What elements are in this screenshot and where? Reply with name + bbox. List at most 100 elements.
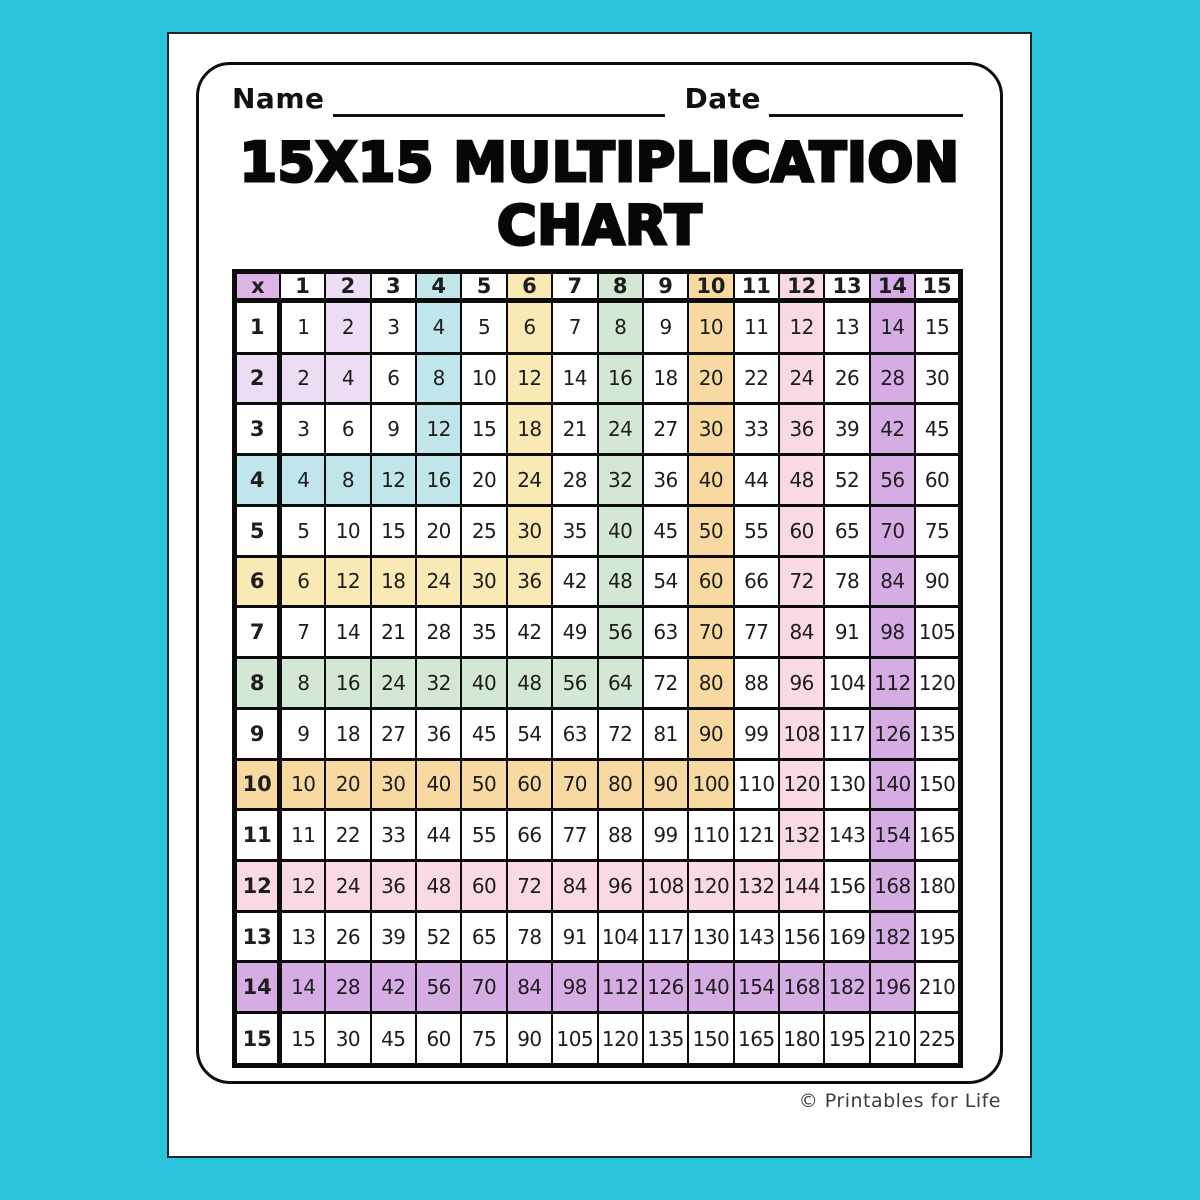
product-cell-1x5: 5 — [460, 299, 508, 355]
product-cell-15x4: 60 — [414, 1011, 463, 1067]
product-cell-13x2: 26 — [324, 909, 372, 964]
product-cell-4x12: 48 — [777, 453, 826, 507]
product-cell-6x9: 54 — [641, 554, 690, 609]
product-cell-1x11: 11 — [732, 299, 781, 355]
product-cell-12x11: 132 — [732, 858, 781, 913]
product-cell-10x14: 140 — [868, 757, 917, 812]
product-cell-8x2: 16 — [324, 656, 372, 710]
product-cell-11x12: 132 — [777, 808, 826, 862]
product-cell-15x1: 15 — [278, 1011, 327, 1067]
row-header-2: 2 — [233, 351, 283, 406]
product-cell-7x6: 42 — [505, 605, 554, 660]
product-cell-8x9: 72 — [641, 656, 690, 710]
product-cell-9x5: 45 — [460, 706, 508, 761]
product-cell-6x11: 66 — [732, 554, 781, 609]
product-cell-1x4: 4 — [414, 299, 463, 355]
table-row-2: 2 2 4 6 8 10 12 14 16 18 20 22 24 26 28 30 — [233, 351, 962, 406]
table-row-9: 9 9 18 27 36 45 54 63 72 81 90 99 108 117 126 135 — [233, 706, 962, 761]
product-cell-10x7: 70 — [551, 757, 599, 812]
product-cell-3x15: 45 — [914, 402, 962, 457]
row-header-7: 7 — [233, 605, 283, 660]
product-cell-8x15: 120 — [914, 656, 962, 710]
row-header-15: 15 — [233, 1011, 283, 1067]
product-cell-13x13: 169 — [823, 909, 871, 964]
product-cell-5x5: 25 — [460, 503, 508, 558]
product-cell-10x11: 110 — [732, 757, 781, 812]
column-header-1: 1 — [278, 270, 327, 303]
row-header-3: 3 — [233, 402, 283, 457]
product-cell-1x12: 12 — [777, 299, 826, 355]
product-cell-2x3: 6 — [369, 351, 418, 406]
product-cell-4x1: 4 — [278, 453, 327, 507]
product-cell-8x6: 48 — [505, 656, 554, 710]
product-cell-2x4: 8 — [414, 351, 463, 406]
product-cell-12x1: 12 — [278, 858, 327, 913]
product-cell-3x12: 36 — [777, 402, 826, 457]
table-row-15: 15 15 30 45 60 75 90 105 120 135 150 165 180 195 210 22… — [233, 1011, 962, 1067]
product-cell-9x6: 54 — [505, 706, 554, 761]
product-cell-8x13: 104 — [823, 656, 871, 710]
product-cell-7x7: 49 — [551, 605, 599, 660]
product-cell-2x11: 22 — [732, 351, 781, 406]
date-label: Date — [684, 81, 762, 115]
product-cell-10x10: 100 — [687, 757, 735, 812]
product-cell-6x8: 48 — [596, 554, 644, 609]
product-cell-4x14: 56 — [868, 453, 917, 507]
product-cell-10x4: 40 — [414, 757, 463, 812]
product-cell-10x1: 10 — [278, 757, 327, 812]
product-cell-12x2: 24 — [324, 858, 372, 913]
product-cell-3x14: 42 — [868, 402, 917, 457]
product-cell-11x5: 55 — [460, 808, 508, 862]
product-cell-1x3: 3 — [369, 299, 418, 355]
product-cell-3x4: 12 — [414, 402, 463, 457]
product-cell-4x3: 12 — [369, 453, 418, 507]
product-cell-6x2: 12 — [324, 554, 372, 609]
name-label: Name — [232, 81, 325, 115]
name-write-line — [332, 79, 665, 117]
product-cell-11x13: 143 — [823, 808, 871, 862]
row-header-11: 11 — [233, 808, 283, 862]
table-row-3: 3 3 6 9 12 15 18 21 24 27 30 33 36 39 42 45 — [233, 402, 962, 457]
product-cell-4x4: 16 — [414, 453, 463, 507]
product-cell-14x5: 70 — [460, 960, 508, 1015]
product-cell-5x13: 65 — [823, 503, 871, 558]
column-header-4: 4 — [414, 270, 463, 303]
column-header-7: 7 — [551, 270, 599, 303]
product-cell-14x2: 28 — [324, 960, 372, 1015]
product-cell-12x14: 168 — [868, 858, 917, 913]
product-cell-13x1: 13 — [278, 909, 327, 964]
product-cell-14x14: 196 — [868, 960, 917, 1015]
column-header-14: 14 — [868, 270, 917, 303]
product-cell-3x10: 30 — [687, 402, 735, 457]
product-cell-14x9: 126 — [641, 960, 690, 1015]
product-cell-14x1: 14 — [278, 960, 327, 1015]
product-cell-15x8: 120 — [596, 1011, 644, 1067]
product-cell-9x15: 135 — [914, 706, 962, 761]
product-cell-4x8: 32 — [596, 453, 644, 507]
product-cell-9x1: 9 — [278, 706, 327, 761]
product-cell-5x3: 15 — [369, 503, 418, 558]
header-row: x 1 2 3 4 5 6 7 8 9 10 11 12 13 14 15 — [233, 270, 962, 303]
table-row-10: 10 10 20 30 40 50 60 70 80 90 100 110 120 130 140 150 — [233, 757, 962, 812]
product-cell-13x3: 39 — [369, 909, 418, 964]
product-cell-8x14: 112 — [868, 656, 917, 710]
product-cell-8x12: 96 — [777, 656, 826, 710]
product-cell-2x13: 26 — [823, 351, 871, 406]
product-cell-7x8: 56 — [596, 605, 644, 660]
product-cell-14x11: 154 — [732, 960, 781, 1015]
product-cell-10x6: 60 — [505, 757, 554, 812]
product-cell-14x13: 182 — [823, 960, 871, 1015]
product-cell-13x6: 78 — [505, 909, 554, 964]
table-row-1: 1 1 2 3 4 5 6 7 8 9 10 11 12 13 14 15 — [233, 299, 962, 355]
product-cell-11x9: 99 — [641, 808, 690, 862]
product-cell-15x13: 195 — [823, 1011, 871, 1067]
product-cell-7x2: 14 — [324, 605, 372, 660]
product-cell-4x2: 8 — [324, 453, 372, 507]
product-cell-5x12: 60 — [777, 503, 826, 558]
product-cell-1x15: 15 — [914, 299, 962, 355]
product-cell-12x5: 60 — [460, 858, 508, 913]
product-cell-3x11: 33 — [732, 402, 781, 457]
product-cell-1x10: 10 — [687, 299, 735, 355]
product-cell-12x9: 108 — [641, 858, 690, 913]
column-header-15: 15 — [914, 270, 962, 303]
